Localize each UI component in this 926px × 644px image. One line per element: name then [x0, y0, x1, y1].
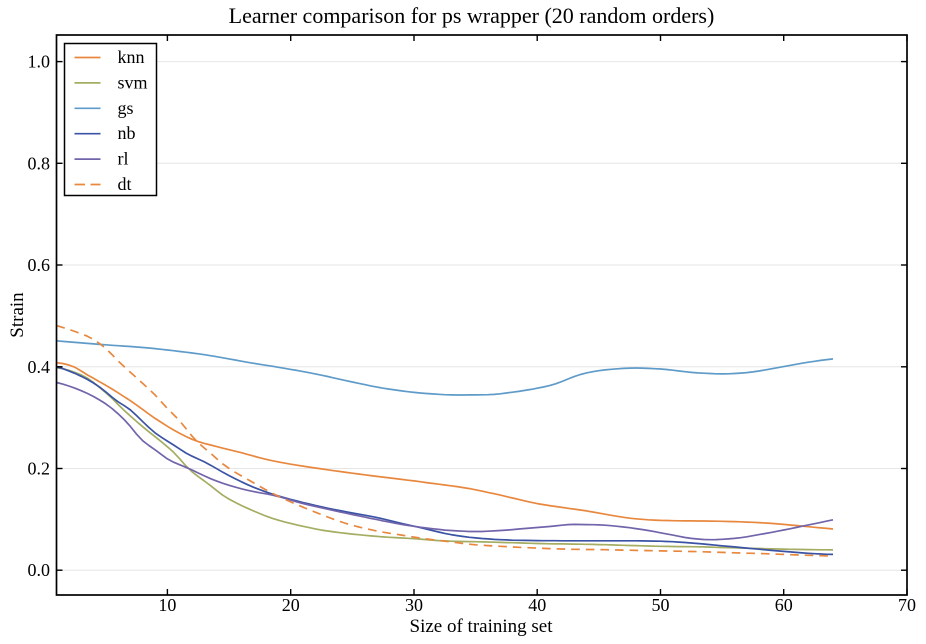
svg-text:knn: knn — [118, 47, 145, 67]
svg-text:20: 20 — [282, 595, 300, 615]
svg-text:nb: nb — [118, 123, 136, 143]
svg-text:0.0: 0.0 — [28, 560, 51, 580]
svg-text:0.8: 0.8 — [28, 153, 51, 173]
svg-text:50: 50 — [652, 595, 670, 615]
svg-text:0.4: 0.4 — [28, 357, 51, 377]
svg-text:10: 10 — [158, 595, 176, 615]
svg-text:svm: svm — [118, 72, 148, 92]
svg-text:dt: dt — [118, 174, 132, 194]
svg-text:0.2: 0.2 — [28, 459, 51, 479]
svg-text:60: 60 — [775, 595, 793, 615]
svg-text:1.0: 1.0 — [28, 52, 51, 72]
svg-text:Learner comparison for ps wrap: Learner comparison for ps wrapper (20 ra… — [229, 3, 715, 28]
svg-text:Size of training set: Size of training set — [410, 616, 554, 637]
svg-text:70: 70 — [898, 595, 916, 615]
svg-text:0.6: 0.6 — [28, 255, 51, 275]
svg-text:Strain: Strain — [7, 292, 28, 338]
svg-text:gs: gs — [118, 98, 134, 118]
svg-text:40: 40 — [528, 595, 546, 615]
svg-text:rl: rl — [118, 149, 129, 169]
svg-text:30: 30 — [405, 595, 423, 615]
